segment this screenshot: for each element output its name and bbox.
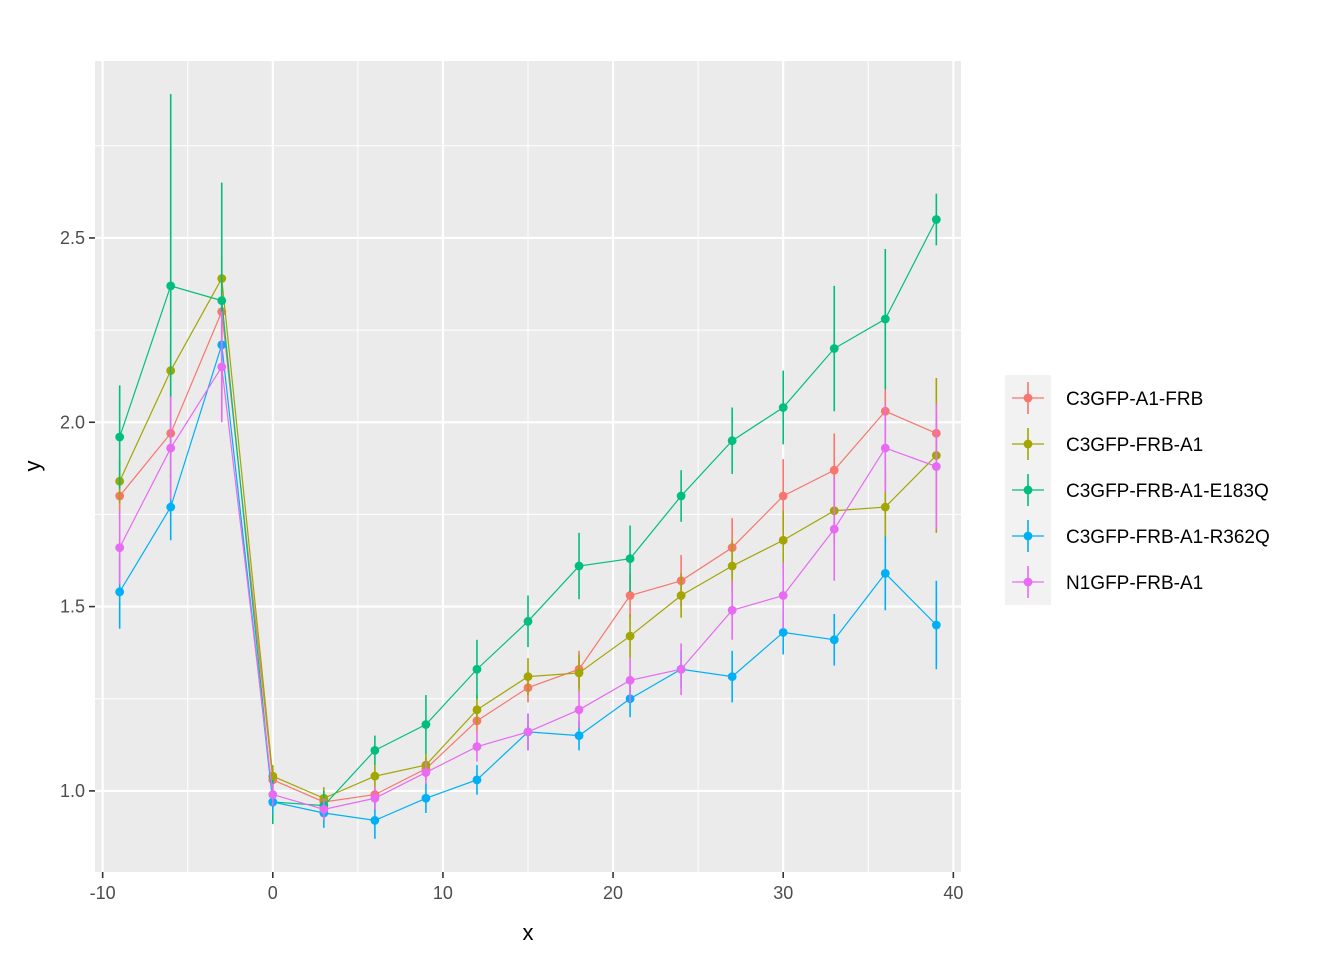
data-point — [727, 561, 737, 571]
data-point — [778, 627, 788, 637]
legend-label: C3GFP-A1-FRB — [1066, 389, 1203, 410]
legend-item: C3GFP-A1-FRB — [1012, 382, 1203, 414]
legend-label: C3GFP-FRB-A1-E183Q — [1066, 481, 1269, 502]
data-point — [880, 314, 890, 324]
data-point — [676, 491, 686, 501]
data-point — [472, 775, 482, 785]
legend-label: C3GFP-FRB-A1-R362Q — [1066, 527, 1270, 548]
data-point — [727, 605, 737, 615]
data-point — [625, 591, 635, 600]
x-tick-label: 0 — [268, 883, 278, 903]
data-point — [217, 362, 227, 372]
legend-key-point — [1023, 439, 1033, 449]
y-tick-label: 1.0 — [60, 781, 85, 801]
series-layer — [115, 94, 941, 839]
legend-key-point — [1023, 393, 1033, 403]
series-5 — [115, 311, 941, 821]
legend-label: N1GFP-FRB-A1 — [1066, 573, 1203, 594]
x-tick-label: 30 — [773, 883, 793, 903]
data-point — [625, 675, 635, 685]
data-point — [472, 742, 482, 752]
x-tick-label: 40 — [943, 883, 963, 903]
legend: C3GFP-A1-FRB C3GFP-FRB-A1 C3GFP-FRB-A1-E18… — [1005, 375, 1270, 605]
data-point — [880, 443, 890, 453]
y-axis: 1.0 1.5 2.0 2.5 — [60, 228, 95, 801]
data-point — [574, 731, 584, 741]
data-point — [778, 535, 788, 545]
x-axis-title: x — [523, 920, 534, 945]
data-point — [472, 705, 482, 715]
x-tick-label: 20 — [603, 883, 623, 903]
data-point — [268, 790, 278, 799]
data-point — [421, 768, 431, 777]
y-tick-label: 1.5 — [60, 597, 85, 617]
data-point — [727, 436, 737, 446]
data-point — [166, 443, 176, 453]
data-point — [931, 620, 941, 630]
data-point — [421, 720, 431, 729]
data-point — [676, 664, 686, 674]
data-point — [574, 705, 584, 715]
data-point — [319, 804, 329, 814]
data-point — [166, 502, 176, 512]
legend-key-point — [1023, 577, 1033, 587]
data-point — [880, 502, 890, 512]
data-point — [829, 524, 839, 534]
x-tick-label: 10 — [433, 883, 453, 903]
data-point — [829, 465, 839, 475]
x-axis: -10 0 10 20 30 40 — [90, 872, 963, 903]
data-point — [778, 591, 788, 600]
data-point — [574, 668, 584, 678]
data-point — [727, 672, 737, 682]
data-point — [778, 491, 788, 501]
data-point — [115, 587, 125, 597]
data-point — [931, 462, 941, 471]
data-point — [778, 403, 788, 412]
y-axis-title: y — [20, 461, 45, 472]
legend-item: N1GFP-FRB-A1 — [1012, 566, 1203, 598]
y-tick-label: 2.5 — [60, 228, 85, 248]
y-tick-label: 2.0 — [60, 412, 85, 432]
data-point — [370, 771, 380, 781]
data-point — [829, 344, 839, 353]
legend-item: C3GFP-FRB-A1-E183Q — [1012, 474, 1269, 506]
data-point — [676, 591, 686, 600]
legend-key-point — [1023, 531, 1033, 541]
data-point — [625, 631, 635, 641]
data-point — [523, 672, 533, 682]
data-point — [829, 635, 839, 645]
legend-item: C3GFP-FRB-A1-R362Q — [1012, 520, 1270, 552]
data-point — [880, 569, 890, 578]
data-point — [370, 793, 380, 803]
data-point — [625, 554, 635, 564]
data-point — [574, 561, 584, 571]
data-point — [115, 432, 125, 442]
data-point — [115, 543, 125, 552]
data-point — [523, 727, 533, 737]
data-point — [523, 616, 533, 626]
data-point — [370, 745, 380, 755]
legend-item: C3GFP-FRB-A1 — [1012, 428, 1203, 460]
data-point — [370, 815, 380, 825]
data-point — [166, 281, 176, 291]
legend-label: C3GFP-FRB-A1 — [1066, 435, 1203, 456]
legend-key-point — [1023, 485, 1033, 495]
data-point — [217, 296, 227, 306]
x-tick-label: -10 — [90, 883, 116, 903]
data-point — [931, 215, 941, 224]
data-point — [421, 793, 431, 803]
data-point — [472, 664, 482, 674]
